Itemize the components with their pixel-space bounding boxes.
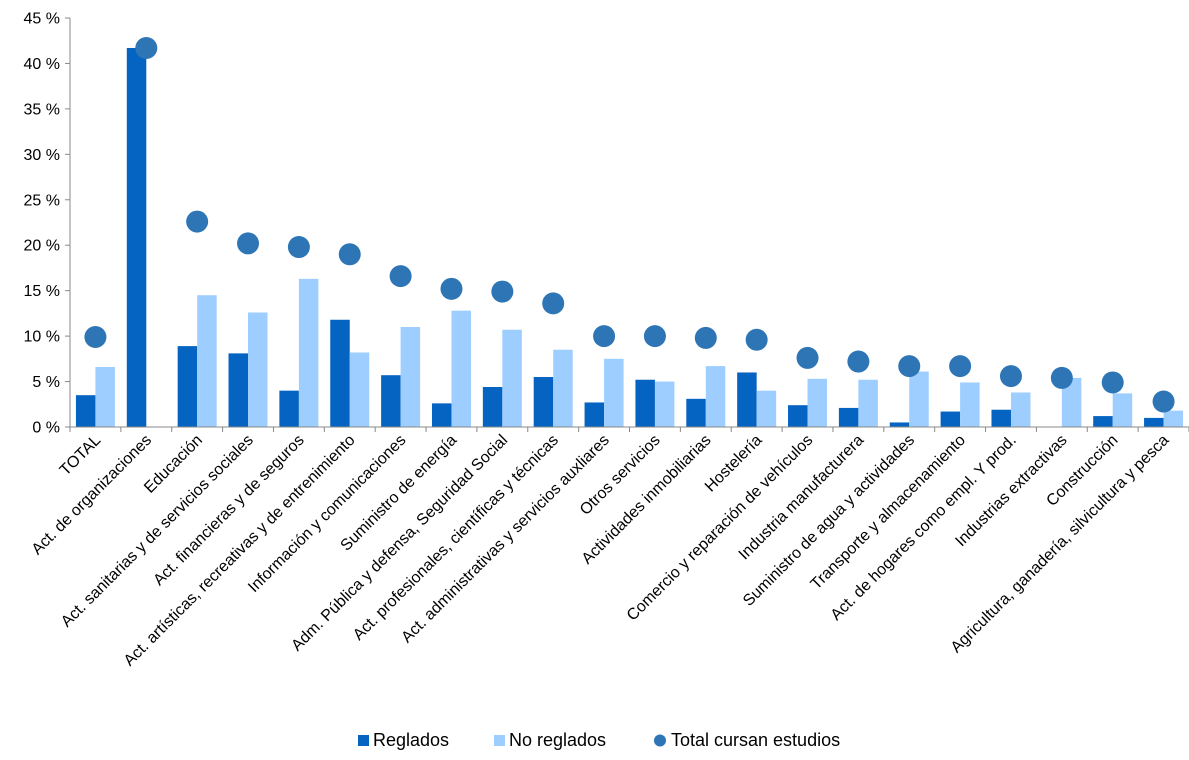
y-axis: 0 % 5 % 10 % 15 % 20 % 25 % 30 % 35 % 40 % 45 % — [24, 11, 71, 437]
point-total — [1152, 390, 1175, 413]
bar-reglados — [635, 379, 655, 427]
point-total — [999, 365, 1022, 388]
y-tick-label: 0 % — [32, 420, 60, 437]
bar-reglados — [991, 409, 1011, 427]
bar-no-reglados — [197, 295, 217, 427]
point-total — [796, 346, 819, 369]
bar-no-reglados — [1010, 392, 1031, 427]
x-tick-label: Act. artísticas, recreativas y de entren… — [121, 432, 359, 670]
bar-no-reglados — [553, 349, 573, 427]
bar-no-reglados — [1163, 410, 1184, 427]
point-total — [186, 210, 209, 233]
bar-no-reglados — [858, 379, 878, 427]
point-total — [491, 280, 514, 303]
bar-reglados — [1093, 416, 1113, 427]
bar-reglados — [330, 319, 350, 427]
point-total — [287, 236, 310, 259]
bar-no-reglados — [756, 390, 777, 427]
point-total — [745, 328, 768, 351]
legend-swatch-reglados — [358, 735, 369, 746]
bar-no-reglados — [807, 378, 828, 427]
y-tick-label: 45 % — [24, 11, 60, 28]
point-total — [84, 326, 107, 349]
y-tick-label: 10 % — [24, 329, 60, 346]
legend-swatch-total — [654, 734, 666, 747]
bar-reglados — [889, 422, 910, 427]
point-total — [237, 232, 260, 255]
legend: Reglados No reglados Total cursan estudios — [358, 730, 840, 750]
point-total — [542, 292, 565, 315]
bar-no-reglados — [654, 381, 675, 427]
point-total — [338, 243, 361, 266]
x-tick-label: Act. sanitarias y de servicios sociales — [58, 432, 257, 631]
legend-label-no-reglados: No reglados — [509, 730, 606, 750]
x-tick-label: Comercio y reparación de vehículos — [624, 432, 816, 624]
point-total — [389, 265, 412, 288]
point-total — [847, 350, 870, 373]
bar-reglados — [940, 411, 961, 427]
bar-no-reglados — [400, 327, 421, 427]
bar-reglados — [279, 390, 299, 427]
y-tick-label: 5 % — [32, 374, 60, 391]
point-total — [694, 326, 717, 349]
bar-reglados — [533, 377, 554, 427]
legend-swatch-no-reglados — [494, 735, 505, 746]
bar-reglados — [584, 402, 605, 427]
bar-reglados — [126, 47, 147, 427]
bars-layer — [75, 47, 1184, 427]
y-tick-label: 35 % — [24, 101, 60, 118]
points-layer — [84, 36, 1175, 413]
point-total — [1050, 366, 1073, 389]
y-tick-label: 25 % — [24, 192, 60, 209]
bar-no-reglados — [1112, 393, 1133, 427]
bar-no-reglados — [604, 358, 624, 427]
bar-no-reglados — [248, 312, 268, 427]
legend-label-reglados: Reglados — [373, 730, 449, 750]
bar-reglados — [431, 403, 452, 427]
point-total — [643, 325, 666, 348]
bar-reglados — [482, 387, 503, 427]
y-tick-label: 40 % — [24, 56, 60, 73]
point-total — [440, 277, 463, 300]
bar-reglados — [177, 346, 198, 427]
point-total — [898, 355, 921, 378]
y-tick-label: 20 % — [24, 238, 60, 255]
x-tick-label: TOTAL — [57, 432, 105, 480]
bar-reglados — [381, 375, 401, 427]
bar-no-reglados — [349, 352, 370, 427]
point-total — [593, 325, 616, 348]
bar-reglados — [228, 353, 249, 427]
bar-no-reglados — [502, 329, 522, 427]
legend-label-total: Total cursan estudios — [671, 730, 840, 750]
bar-reglados — [686, 398, 706, 427]
bar-no-reglados — [451, 310, 471, 427]
bar-reglados — [788, 405, 808, 427]
y-tick-label: 30 % — [24, 147, 60, 164]
point-total — [949, 355, 972, 378]
bar-no-reglados — [95, 367, 115, 427]
bar-no-reglados — [960, 382, 980, 427]
bar-no-reglados — [705, 366, 726, 427]
point-total — [1101, 371, 1124, 394]
y-tick-label: 15 % — [24, 283, 60, 300]
bar-reglados — [75, 395, 96, 427]
bar-reglados — [737, 372, 757, 427]
x-tick-label: Act. de hogares como empl. Y prod. — [828, 432, 1020, 624]
bar-no-reglados — [1061, 377, 1082, 427]
bar-no-reglados — [298, 278, 319, 427]
bar-no-reglados — [909, 371, 929, 427]
bar-reglados — [1144, 417, 1164, 427]
point-total — [135, 36, 158, 59]
bar-reglados — [838, 407, 859, 427]
